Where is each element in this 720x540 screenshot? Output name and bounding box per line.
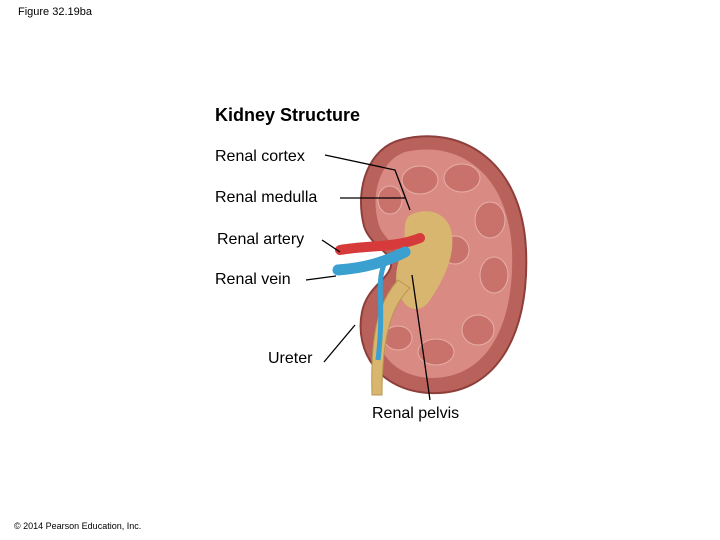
copyright: © 2014 Pearson Education, Inc. [14,521,141,531]
label: Renal artery [217,231,304,248]
kidney-illustration [332,135,528,396]
label: Renal medulla [215,189,317,206]
leader-line [323,324,356,363]
diagram-title: Kidney Structure [215,105,360,125]
vein-branch [375,261,388,361]
leader-line [305,275,337,281]
leader-line [321,239,341,253]
label: Ureter [268,350,313,367]
renal-pelvis-shape [396,211,453,310]
label: Renal vein [215,271,291,288]
leader-line [324,154,411,211]
label: Renal pelvis [372,405,459,422]
leader-lines [305,154,431,401]
artery-shape [335,233,425,255]
leader-line [411,274,431,401]
vein-shape [332,246,411,276]
label: Renal cortex [215,148,305,165]
figure-number: Figure 32.19ba [18,6,93,18]
